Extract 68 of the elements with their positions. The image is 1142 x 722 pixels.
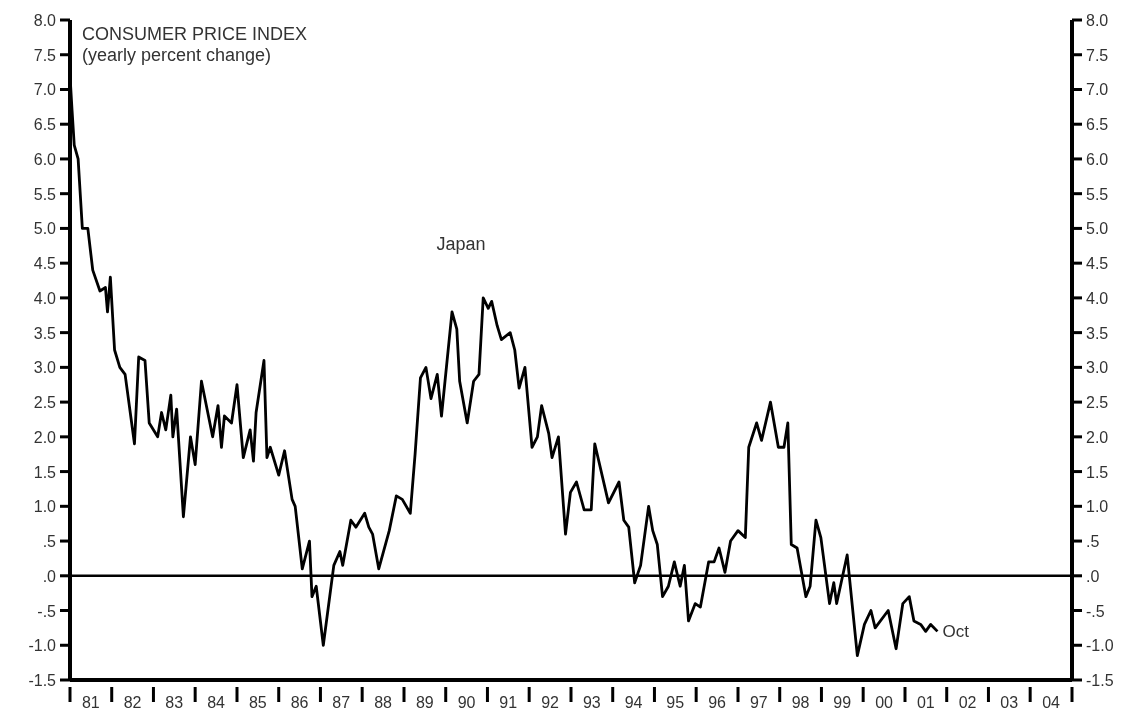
y2-tick-label: 4.0 (1086, 289, 1109, 307)
y2-tick-label: 8.0 (1086, 12, 1109, 29)
y2-tick-label: 5.5 (1086, 185, 1109, 203)
x-tick-label: 82 (123, 694, 142, 711)
x-tick-label: 00 (875, 694, 894, 711)
y2-tick-label: -.5 (1086, 602, 1105, 620)
x-tick-label: 89 (415, 694, 434, 711)
y-tick-label: .0 (42, 567, 57, 585)
text: (yearly percent change) (82, 45, 273, 66)
x-tick-label: 96 (708, 694, 727, 711)
x-tick-label: 92 (541, 694, 560, 711)
y-tick-label: 8.0 (33, 12, 57, 29)
x-tick-label: 86 (290, 694, 309, 711)
y-tick-label: 4.5 (33, 255, 57, 273)
y-tick-label: 2.0 (33, 428, 57, 446)
y-tick-label: 4.0 (33, 289, 57, 307)
y-tick-label: 2.5 (33, 394, 57, 412)
x-tick-label: 93 (582, 694, 601, 711)
y2-tick-label: 6.0 (1086, 150, 1109, 168)
y-tick-label: 1.5 (33, 463, 57, 481)
y-tick-label: -1.0 (28, 637, 57, 655)
y-tick-label: 6.0 (33, 150, 57, 168)
x-tick-label: 03 (1000, 694, 1019, 711)
y2-tick-label: 7.0 (1086, 81, 1109, 99)
y2-tick-label: -1.5 (1086, 672, 1114, 689)
x-tick-label: 90 (457, 694, 476, 711)
y-tick-label: 7.5 (33, 46, 57, 64)
y2-tick-label: 2.0 (1086, 428, 1109, 446)
y-tick-label: 5.5 (33, 185, 57, 203)
x-tick-label: 01 (916, 694, 935, 711)
y2-tick-label: .0 (1086, 567, 1100, 585)
y2-tick-label: 3.5 (1086, 324, 1109, 342)
x-tick-label: 98 (791, 694, 810, 711)
x-tick-label: 91 (499, 694, 518, 711)
y2-tick-label: 4.5 (1086, 255, 1109, 273)
x-tick-label: 84 (207, 694, 226, 711)
annotation: Oct (942, 622, 970, 642)
y2-tick-label: 5.0 (1086, 220, 1109, 238)
text: Japan (436, 233, 486, 255)
x-tick-label: 97 (749, 694, 768, 711)
y2-tick-label: .5 (1086, 533, 1100, 551)
y-tick-label: 5.0 (33, 220, 57, 238)
chart-title: CONSUMER PRICE INDEX (82, 24, 308, 45)
y2-tick-label: 2.5 (1086, 394, 1109, 412)
y2-tick-label: 6.5 (1086, 116, 1109, 134)
y-tick-label: -.5 (37, 602, 57, 620)
x-tick-label: 83 (165, 694, 184, 711)
x-tick-label: 81 (81, 694, 100, 711)
y2-tick-label: -1.0 (1086, 637, 1114, 655)
y-tick-label: 3.0 (33, 359, 57, 377)
y-tick-label: 6.5 (33, 116, 57, 134)
x-tick-label: 88 (374, 694, 393, 711)
x-tick-label: 99 (833, 694, 852, 711)
y2-tick-label: 3.0 (1086, 359, 1109, 377)
x-tick-label: 04 (1042, 694, 1061, 711)
y-tick-label: .5 (42, 533, 57, 551)
y2-tick-label: 1.0 (1086, 498, 1109, 516)
x-tick-label: 95 (666, 694, 685, 711)
x-tick-label: 94 (624, 694, 643, 711)
y-tick-label: -1.5 (28, 672, 57, 689)
x-tick-label: 85 (248, 694, 267, 711)
x-tick-label: 02 (958, 694, 977, 711)
x-tick-label: 87 (332, 694, 351, 711)
y2-tick-label: 7.5 (1086, 46, 1109, 64)
y-tick-label: 1.0 (33, 498, 57, 516)
y2-tick-label: 1.5 (1086, 463, 1109, 481)
y-tick-label: 3.5 (33, 324, 57, 342)
y-tick-label: 7.0 (33, 81, 57, 99)
